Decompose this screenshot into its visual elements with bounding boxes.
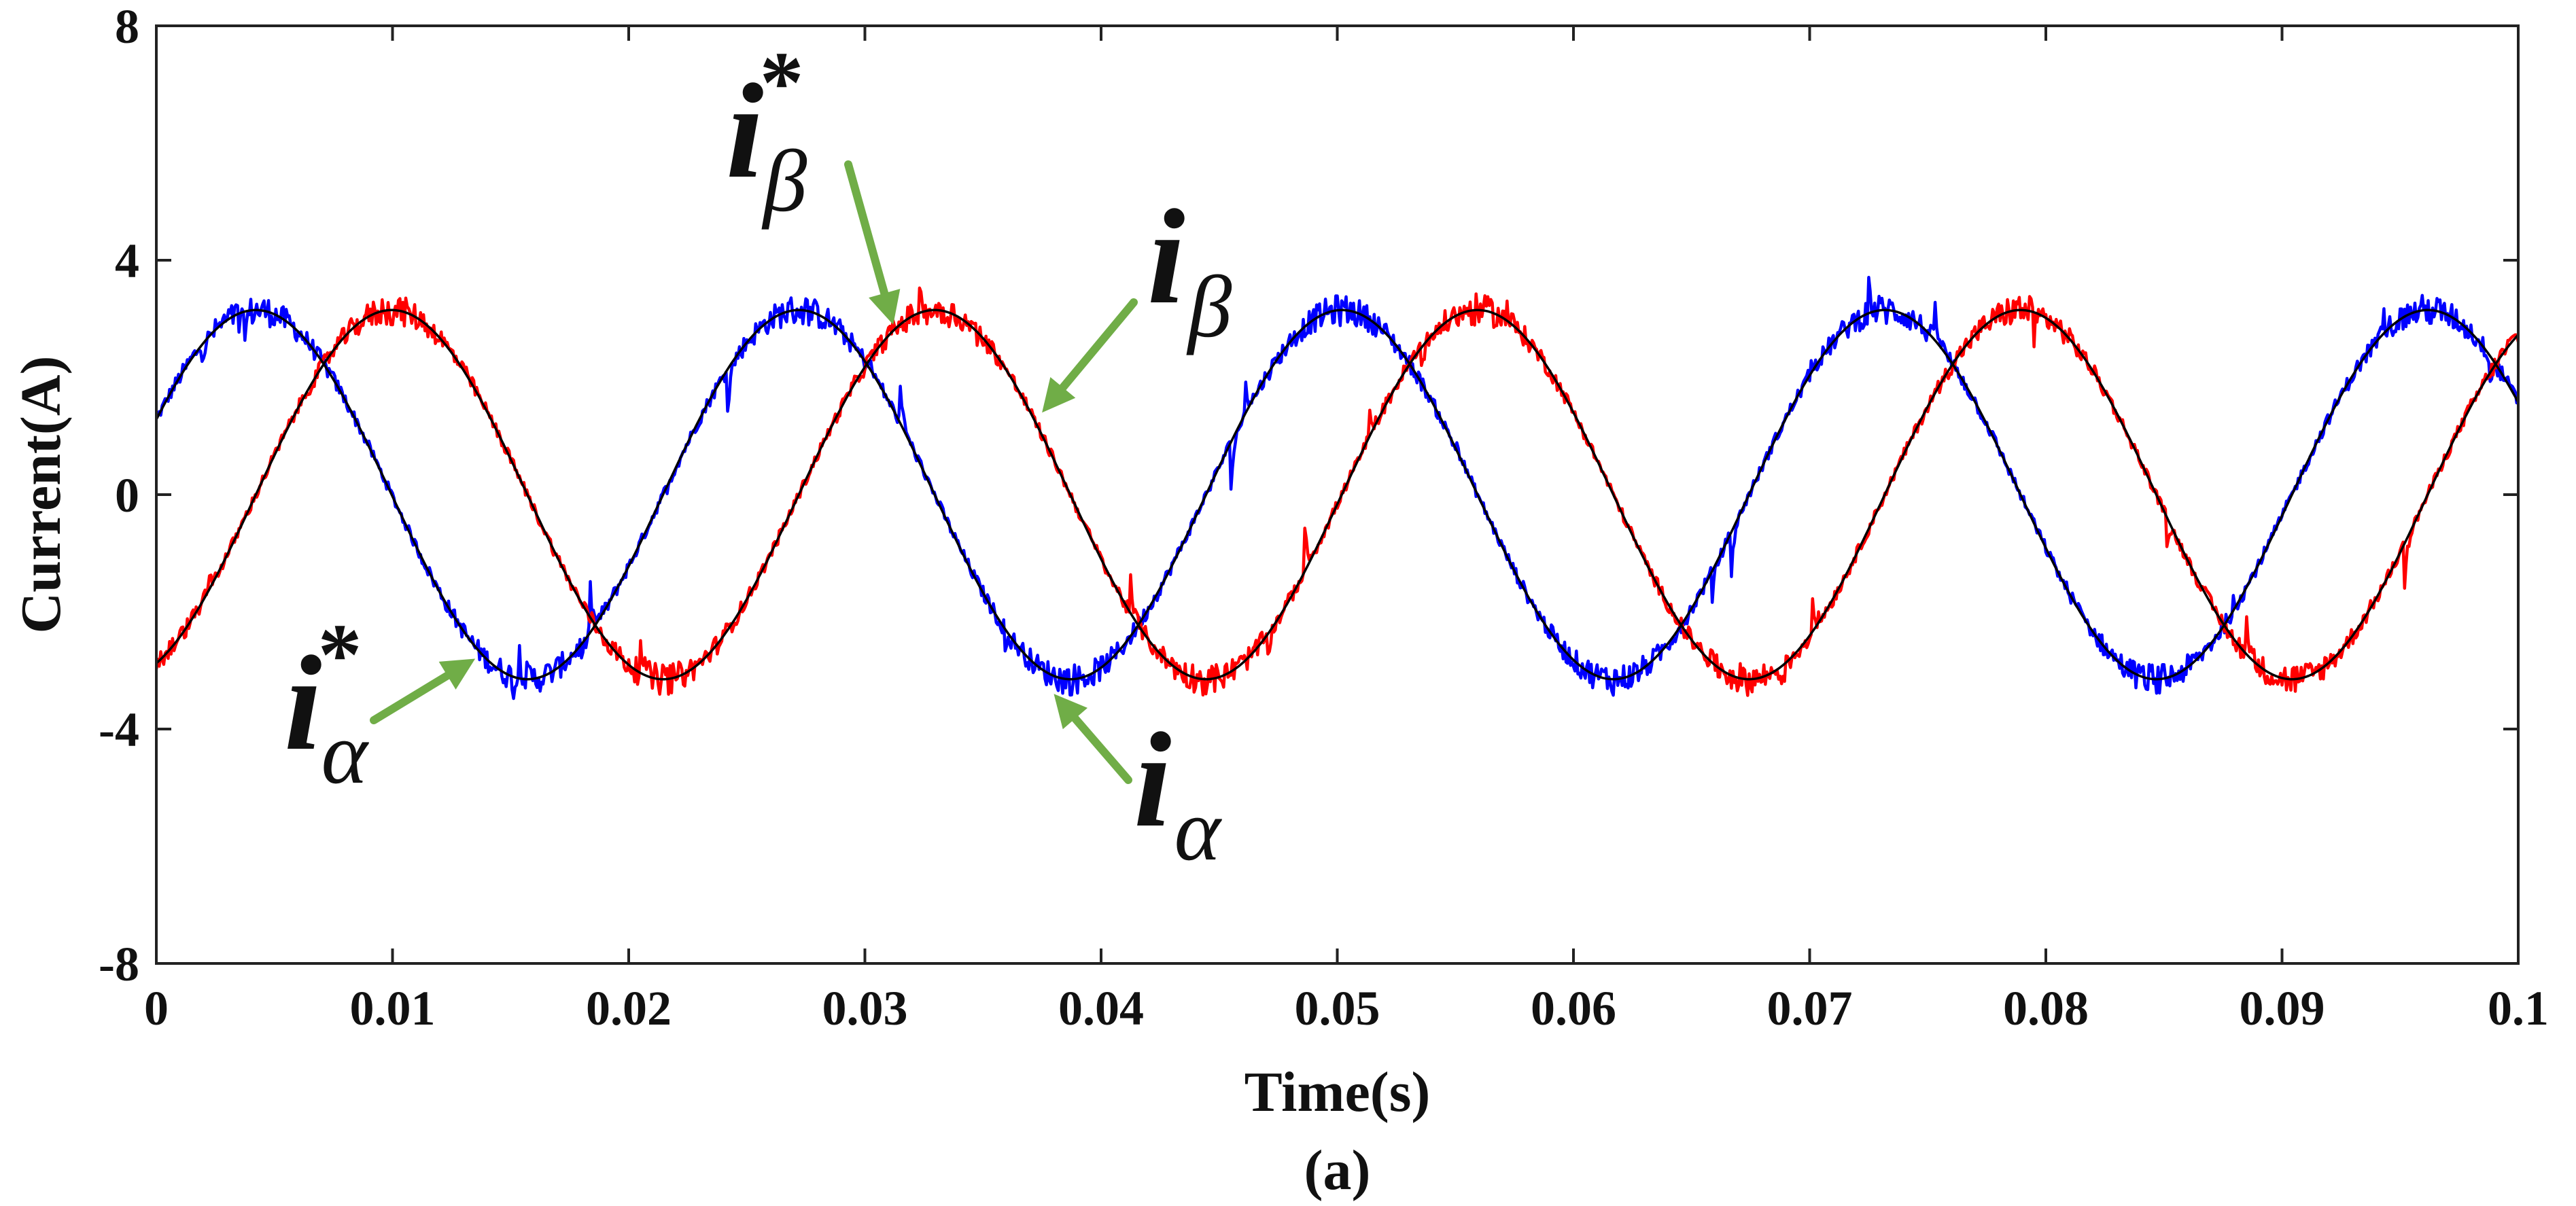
annotation-i-beta-star: i* β [726, 34, 901, 325]
labels-layer: 0 0.01 0.02 0.03 0.04 0.05 0.06 0.07 0.08 0.09 0.1… [99, 0, 2549, 1035]
series-i-alpha [156, 276, 2518, 700]
series-i-beta-ref [156, 308, 2518, 681]
y-tick-label: 0 [115, 468, 139, 522]
series-i-beta [156, 286, 2518, 697]
annotation-i-alpha: iα [1054, 694, 1223, 879]
annotation-arrow [1058, 298, 1138, 392]
y-tick-label: 8 [115, 0, 139, 54]
annotation-label: i* α [284, 606, 370, 802]
y-tick-label: 4 [115, 234, 139, 288]
annotation-arrowhead [1054, 694, 1088, 730]
figure-caption: (a) [1304, 1139, 1371, 1202]
series-layer [156, 276, 2518, 700]
annotation-arrow [844, 160, 889, 298]
x-tick-label: 0 [144, 981, 169, 1035]
y-tick-label: -8 [99, 937, 139, 991]
series-i-alpha-ref [156, 308, 2518, 681]
x-tick-label: 0.06 [1531, 981, 1616, 1035]
annotation-arrow [370, 671, 452, 724]
x-tick-label: 0.03 [822, 981, 908, 1035]
x-tick-label: 0.05 [1295, 981, 1380, 1035]
x-tick-label: 0.04 [1058, 981, 1144, 1035]
annotation-layer: i* β iβ i* α iα [284, 34, 1232, 879]
x-tick-label: 0.07 [1767, 981, 1853, 1035]
annotation-arrowhead [438, 658, 476, 690]
plot-frame [155, 24, 2520, 965]
annotation-arrow [1071, 714, 1132, 784]
x-tick-label: 0.02 [586, 981, 672, 1035]
x-tick-label: 0.1 [2488, 981, 2549, 1035]
x-tick-label: 0.01 [350, 981, 436, 1035]
x-axis-title: Time(s) [1245, 1061, 1431, 1124]
ticks-layer [155, 24, 2520, 965]
x-tick-label: 0.08 [2003, 981, 2089, 1035]
annotation-arrowhead [869, 289, 901, 325]
annotation-i-alpha-star: i* α [284, 606, 476, 802]
y-axis-title: Current(A) [10, 355, 73, 633]
annotation-label: iα [1134, 705, 1223, 879]
annotation-arrowhead [1042, 376, 1076, 413]
annotation-label: iβ [1147, 182, 1232, 356]
x-tick-label: 0.09 [2240, 981, 2325, 1035]
y-tick-label: -4 [99, 703, 139, 757]
annotation-label: i* β [726, 34, 807, 230]
annotation-i-beta: iβ [1042, 182, 1232, 413]
